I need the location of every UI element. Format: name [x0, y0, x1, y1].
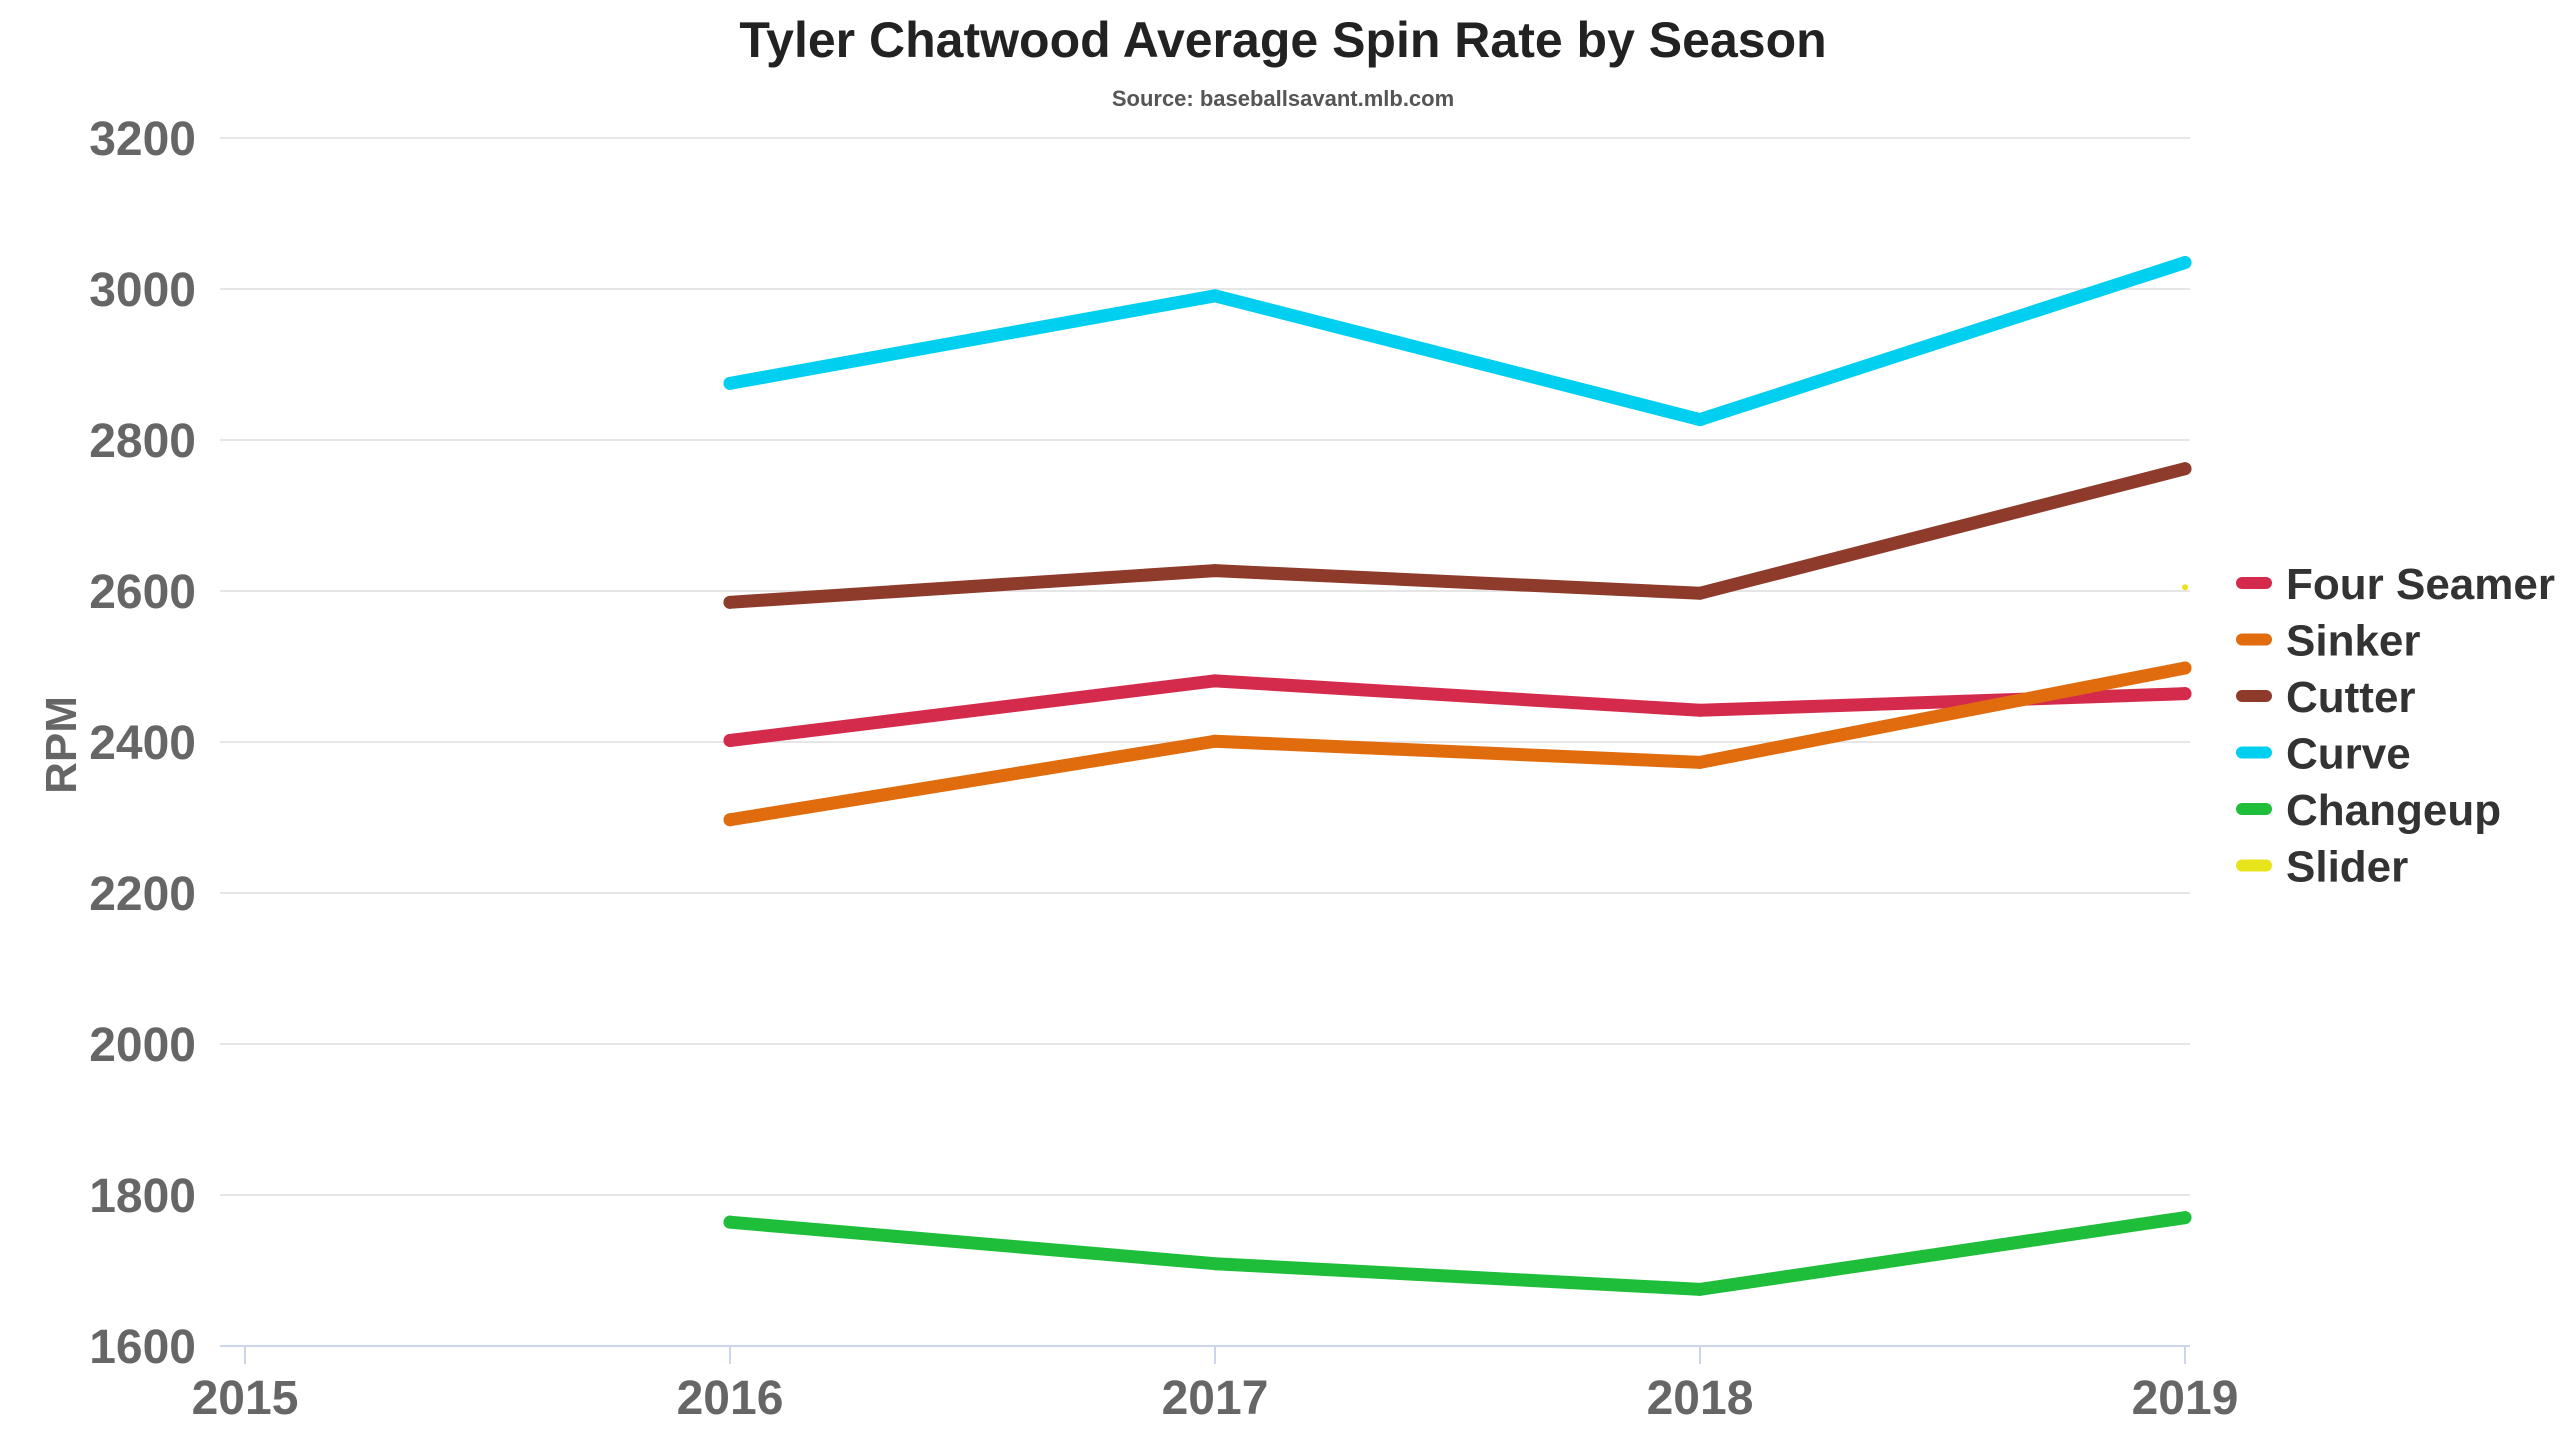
x-tick-label: 2019 — [2132, 1372, 2239, 1425]
data-point-curve — [1208, 289, 1222, 303]
data-point-changeup — [1208, 1257, 1222, 1271]
y-tick-label: 3200 — [89, 113, 196, 166]
legend-swatch — [2236, 690, 2272, 702]
data-point-sinker — [1693, 755, 1707, 769]
y-tick-label: 2000 — [89, 1019, 196, 1072]
data-point-four-seamer — [723, 733, 737, 747]
y-tick-label: 2800 — [89, 415, 196, 468]
data-point-sinker — [2178, 661, 2192, 675]
legend-item-slider[interactable]: Slider — [2236, 843, 2408, 892]
legend-swatch — [2236, 859, 2272, 872]
x-tick-label: 2016 — [677, 1372, 784, 1425]
series-layer — [723, 256, 2192, 1296]
data-point-four-seamer — [1208, 674, 1222, 688]
data-point-cutter — [1208, 564, 1222, 578]
y-tick-label: 2600 — [89, 566, 196, 619]
y-tick-label: 2400 — [89, 717, 196, 770]
legend-swatch — [2236, 577, 2272, 589]
legend-item-cutter[interactable]: Cutter — [2236, 673, 2416, 722]
chart-title: Tyler Chatwood Average Spin Rate by Seas… — [739, 12, 1826, 68]
data-point-cutter — [1693, 586, 1707, 600]
y-axis-title: RPM — [37, 696, 86, 794]
y-tick-label: 1800 — [89, 1170, 196, 1223]
axis-layer: 1600 1800 2000 2200 2400 2600 2800 3000 3200 2015… — [89, 113, 2238, 1425]
data-point-cutter — [2178, 462, 2192, 476]
legend-label: Sinker — [2286, 617, 2421, 666]
x-tick-label: 2018 — [1647, 1372, 1754, 1425]
series-line-sinker — [723, 661, 2192, 827]
legend: Four Seamer Sinker Cutter Curve Changeup Slid… — [2236, 560, 2555, 892]
data-point-sinker — [723, 813, 737, 827]
legend-item-four-seamer[interactable]: Four Seamer — [2236, 560, 2555, 609]
series-line-four-seamer — [723, 674, 2192, 747]
data-point-curve — [1693, 413, 1707, 427]
data-point-four-seamer — [2178, 687, 2192, 701]
legend-label: Cutter — [2286, 673, 2416, 722]
legend-swatch — [2236, 633, 2272, 646]
y-tick-label: 1600 — [89, 1321, 196, 1374]
x-tick-label: 2017 — [1162, 1372, 1269, 1425]
chart-subtitle: Source: baseballsavant.mlb.com — [1112, 86, 1454, 111]
data-point-curve — [723, 376, 737, 390]
y-tick-label: 3000 — [89, 264, 196, 317]
data-point-slider — [2182, 584, 2188, 591]
grid-layer — [220, 137, 2190, 1196]
series-line-changeup — [723, 1211, 2192, 1296]
legend-item-curve[interactable]: Curve — [2236, 730, 2411, 779]
x-tick-label: 2015 — [192, 1372, 299, 1425]
legend-item-sinker[interactable]: Sinker — [2236, 617, 2421, 666]
data-point-four-seamer — [1693, 703, 1707, 717]
legend-label: Changeup — [2286, 786, 2501, 835]
data-point-changeup — [723, 1215, 737, 1229]
legend-label: Slider — [2286, 843, 2408, 892]
y-tick-label: 2200 — [89, 868, 196, 921]
data-point-changeup — [2178, 1211, 2192, 1225]
data-point-sinker — [1208, 734, 1222, 748]
data-point-cutter — [723, 595, 737, 609]
data-point-changeup — [1693, 1282, 1707, 1296]
data-point-curve — [2178, 256, 2192, 270]
legend-label: Four Seamer — [2286, 560, 2555, 609]
legend-swatch — [2236, 803, 2272, 815]
series-line-cutter — [723, 462, 2192, 609]
legend-swatch — [2236, 746, 2272, 759]
series-line-curve — [723, 256, 2192, 427]
legend-item-changeup[interactable]: Changeup — [2236, 786, 2501, 835]
legend-label: Curve — [2286, 730, 2411, 779]
